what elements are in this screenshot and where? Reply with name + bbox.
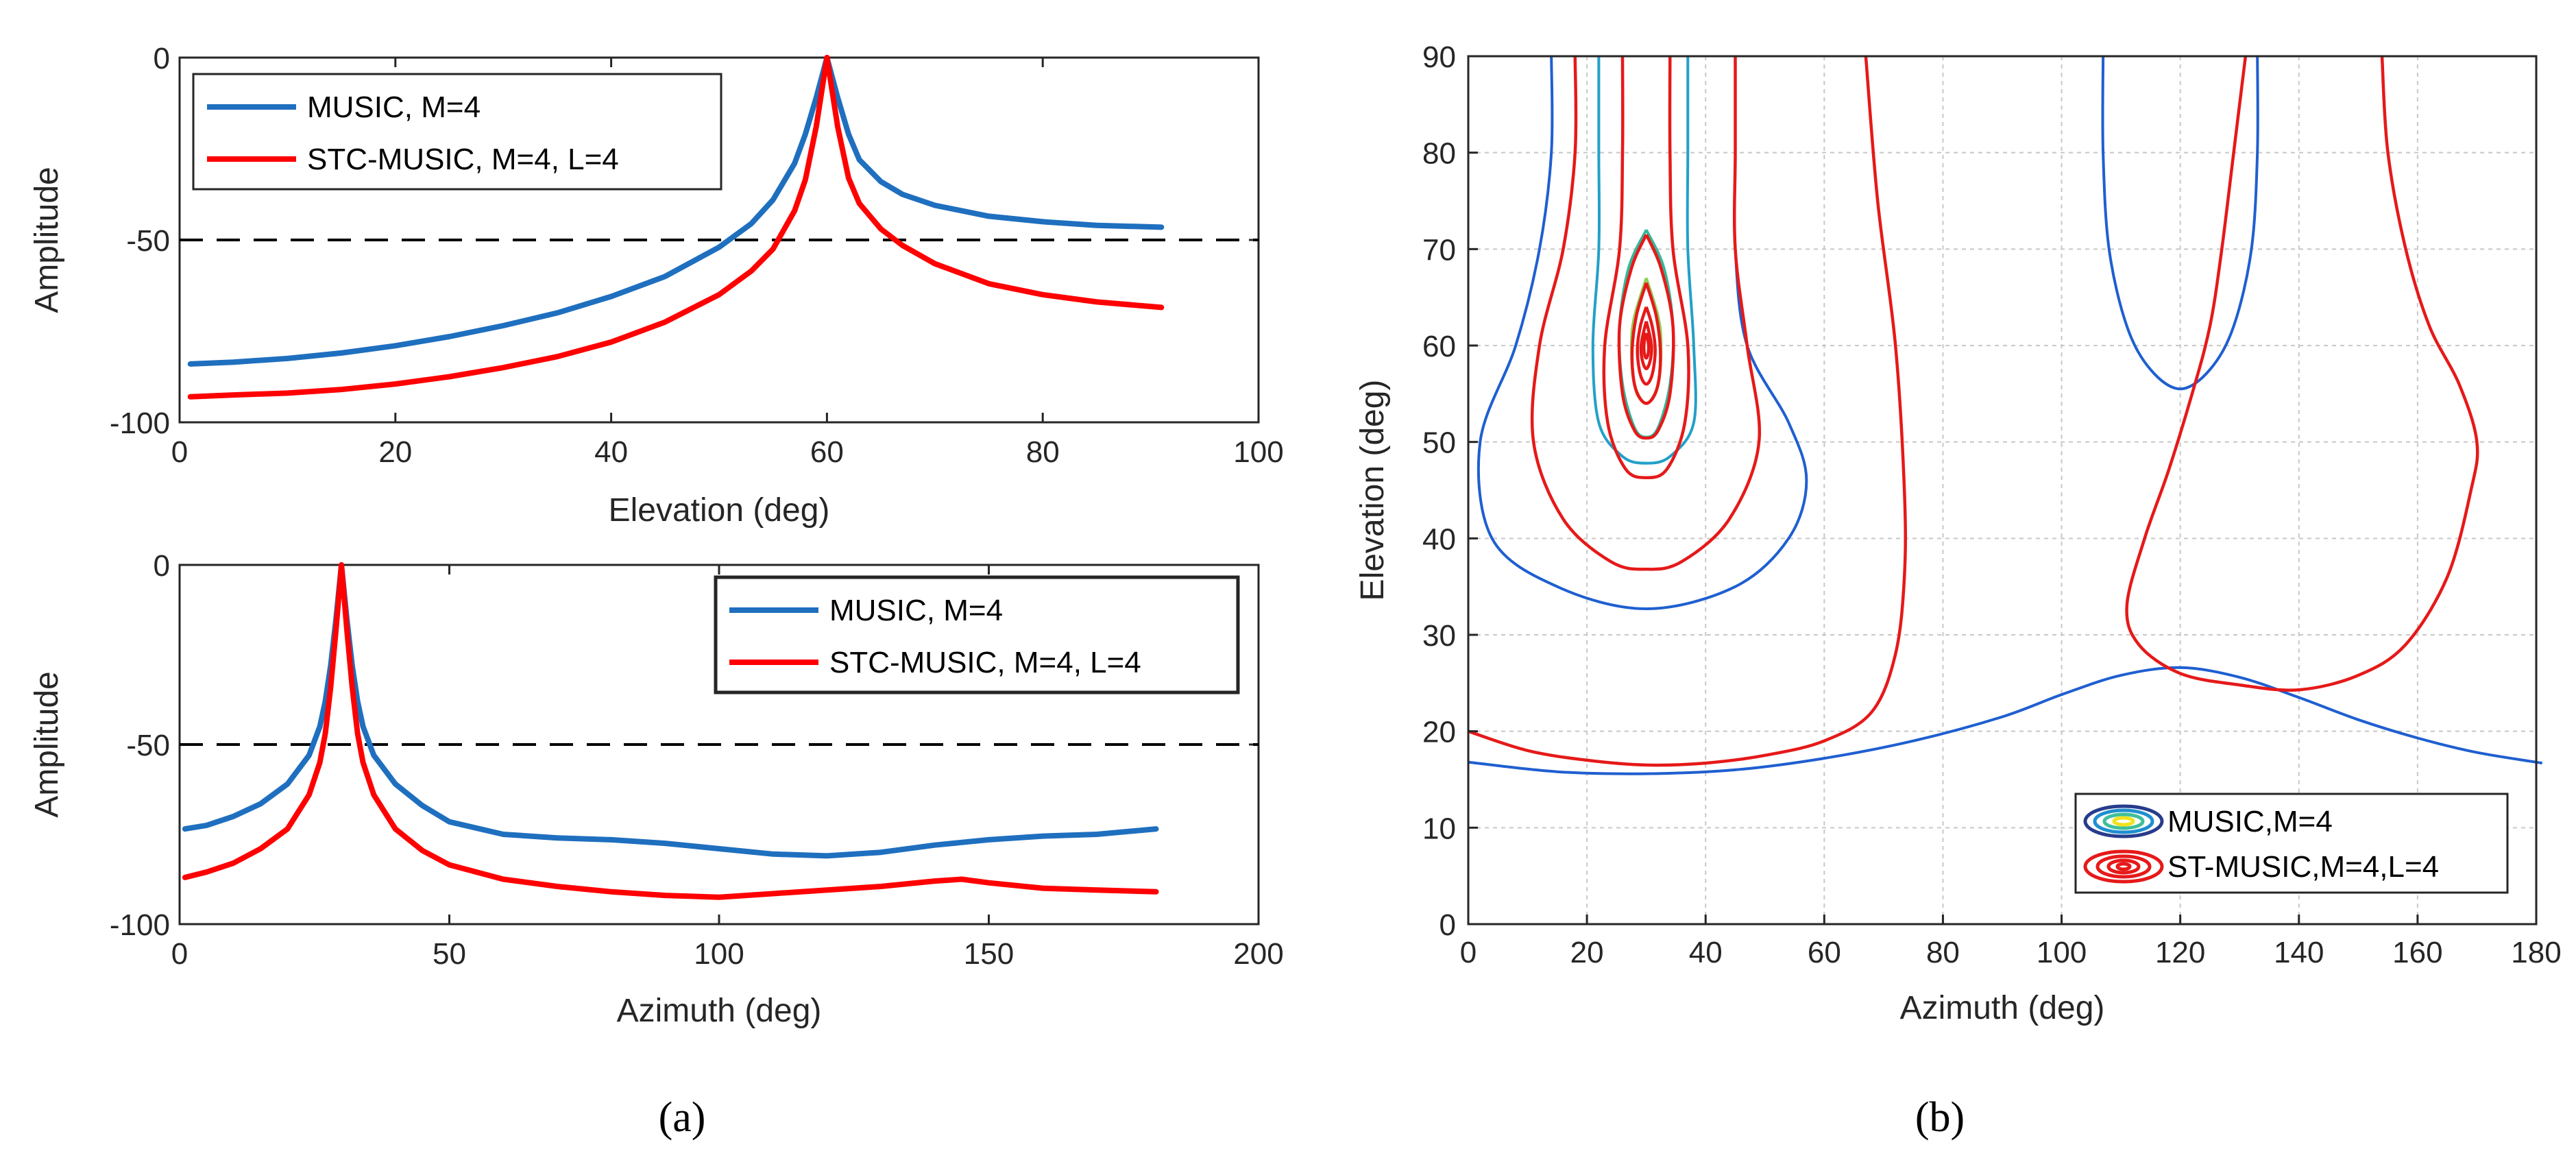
azimuth-spectrum-x-axis-label: Azimuth (deg) [617, 993, 822, 1029]
azimuth-spectrum-series-music [182, 562, 1159, 859]
elevation-spectrum-x-tick-label: 20 [378, 435, 412, 469]
contour-plot-area [1468, 56, 2536, 924]
st-music-contour-level-6 [1636, 306, 1657, 386]
contour-y-axis-label: Elevation (deg) [1354, 380, 1391, 601]
contour-y-tick-label: 50 [1422, 426, 1456, 460]
legend-swatch-music-ring [2093, 808, 2154, 834]
contour-y-tick-label: 10 [1422, 812, 1456, 845]
azimuth-spectrum-y-tick-label: -50 [126, 729, 170, 762]
elevation-spectrum-series-music [187, 55, 1165, 367]
elevation-spectrum-y-axis-label: Amplitude [29, 167, 65, 313]
st-music-contour-level-2 [1530, 56, 1762, 571]
contour-y-tick-label: 70 [1422, 233, 1456, 267]
azimuth-spectrum-legend-entry: STC-MUSIC, M=4, L=4 [829, 646, 1141, 679]
contour-x-tick-label: 180 [2511, 936, 2561, 969]
elevation-spectrum-y-tick-label: -50 [126, 224, 170, 258]
legend-swatch-music-ring [2112, 816, 2135, 827]
contour-x-tick-label: 100 [2037, 936, 2087, 969]
azimuth-spectrum-legend-box [714, 575, 1240, 694]
contour-y-tick-label: 80 [1422, 137, 1456, 171]
music-contour-level-1 [2101, 56, 2259, 391]
azimuth-spectrum-x-tick-label: 50 [433, 937, 466, 971]
contour-x-tick-label: 80 [1926, 936, 1960, 969]
contour-y-tick-label: 90 [1422, 40, 1456, 74]
legend-swatch-st-music-ring [2115, 862, 2132, 871]
legend-swatch-st-music-ring [2095, 854, 2152, 879]
azimuth-spectrum-x-tick-label: 100 [694, 937, 744, 971]
azimuth-spectrum-y-tick-label: -100 [110, 908, 170, 942]
music-contour-level-1 [1468, 666, 2543, 775]
contour-y-tick-label: 30 [1422, 619, 1456, 653]
azimuth-spectrum-y-tick-label: 0 [154, 549, 170, 583]
azimuth-spectrum-x-tick-label: 200 [1233, 937, 1283, 971]
legend-swatch-music-ring [2083, 804, 2164, 838]
contour-legend-entry: MUSIC,M=4 [2167, 805, 2333, 838]
st-music-contour-level-1 [1468, 56, 1908, 767]
elevation-spectrum-legend-entry: STC-MUSIC, M=4, L=4 [307, 143, 619, 176]
azimuth-spectrum-x-tick-label: 0 [171, 937, 188, 971]
contour-x-axis-label: Azimuth (deg) [1900, 990, 2105, 1026]
contour-x-tick-label: 20 [1570, 936, 1604, 969]
contour-x-tick-label: 120 [2155, 936, 2205, 969]
panel-label-a: (a) [659, 1094, 706, 1141]
contour-x-tick-label: 40 [1689, 936, 1723, 969]
contour-x-tick-label: 60 [1808, 936, 1841, 969]
azimuth-spectrum-y-axis-label: Amplitude [29, 671, 65, 817]
contour-x-tick-label: 160 [2392, 936, 2442, 969]
elevation-spectrum-x-tick-label: 80 [1026, 435, 1060, 469]
st-music-contour-level-1 [2125, 56, 2479, 692]
panel-label-b: (b) [1915, 1094, 1965, 1141]
azimuth-spectrum-legend-entry: MUSIC, M=4 [829, 594, 1003, 627]
st-music-contour-level-4 [1617, 234, 1675, 440]
azimuth-spectrum-series-stc-music [182, 562, 1159, 900]
elevation-spectrum-y-tick-label: -100 [110, 407, 170, 440]
elevation-spectrum-legend-entry: MUSIC, M=4 [307, 90, 481, 124]
contour-plot-frame [1467, 55, 2538, 926]
contour-y-tick-label: 20 [1422, 716, 1456, 749]
elevation-spectrum-x-tick-label: 40 [594, 435, 628, 469]
contour-y-tick-label: 0 [1439, 908, 1456, 942]
elevation-spectrum-y-tick-label: 0 [154, 42, 170, 75]
music-contour-level-2 [1591, 56, 1697, 465]
contour-legend-entry: ST-MUSIC,M=4,L=4 [2167, 850, 2439, 884]
elevation-spectrum-series-stc-music [187, 55, 1165, 400]
contour-chart: 0 20 40 60 80 100 120 140 160 180 0 10 20 30 40 50 60 70 8… [1354, 40, 2562, 1026]
contour-x-tick-label: 140 [2274, 936, 2324, 969]
azimuth-spectrum-chart: 0 50 100 150 200 -100 -50 0 MUSIC, M=4 STC-MUSIC,… [29, 549, 1284, 1029]
contour-y-tick-label: 60 [1422, 330, 1456, 363]
contour-y-tick-label: 40 [1422, 522, 1456, 556]
elevation-spectrum-x-tick-label: 0 [171, 435, 188, 469]
legend-swatch-st-music-ring [2106, 858, 2141, 875]
elevation-spectrum-chart: 0 20 40 60 80 100 -100 -50 0 MUSIC, M=4 STC-MUSIC,… [29, 42, 1284, 529]
st-music-contour-level-3 [1602, 56, 1690, 479]
elevation-spectrum-x-axis-label: Elevation (deg) [609, 492, 830, 529]
st-music-contour-level-8 [1642, 332, 1651, 360]
elevation-spectrum-legend-box [192, 73, 722, 191]
elevation-spectrum-x-tick-label: 60 [810, 435, 844, 469]
contour-x-tick-label: 0 [1460, 936, 1477, 969]
legend-swatch-music-ring [2102, 812, 2145, 830]
st-music-contour-level-5 [1630, 282, 1662, 405]
elevation-spectrum-x-tick-label: 100 [1233, 435, 1283, 469]
azimuth-spectrum-x-tick-label: 150 [964, 937, 1014, 971]
legend-swatch-st-music-ring [2083, 849, 2164, 884]
st-music-contour-level-7 [1639, 321, 1653, 371]
music-contour-level-1 [1477, 56, 1808, 610]
